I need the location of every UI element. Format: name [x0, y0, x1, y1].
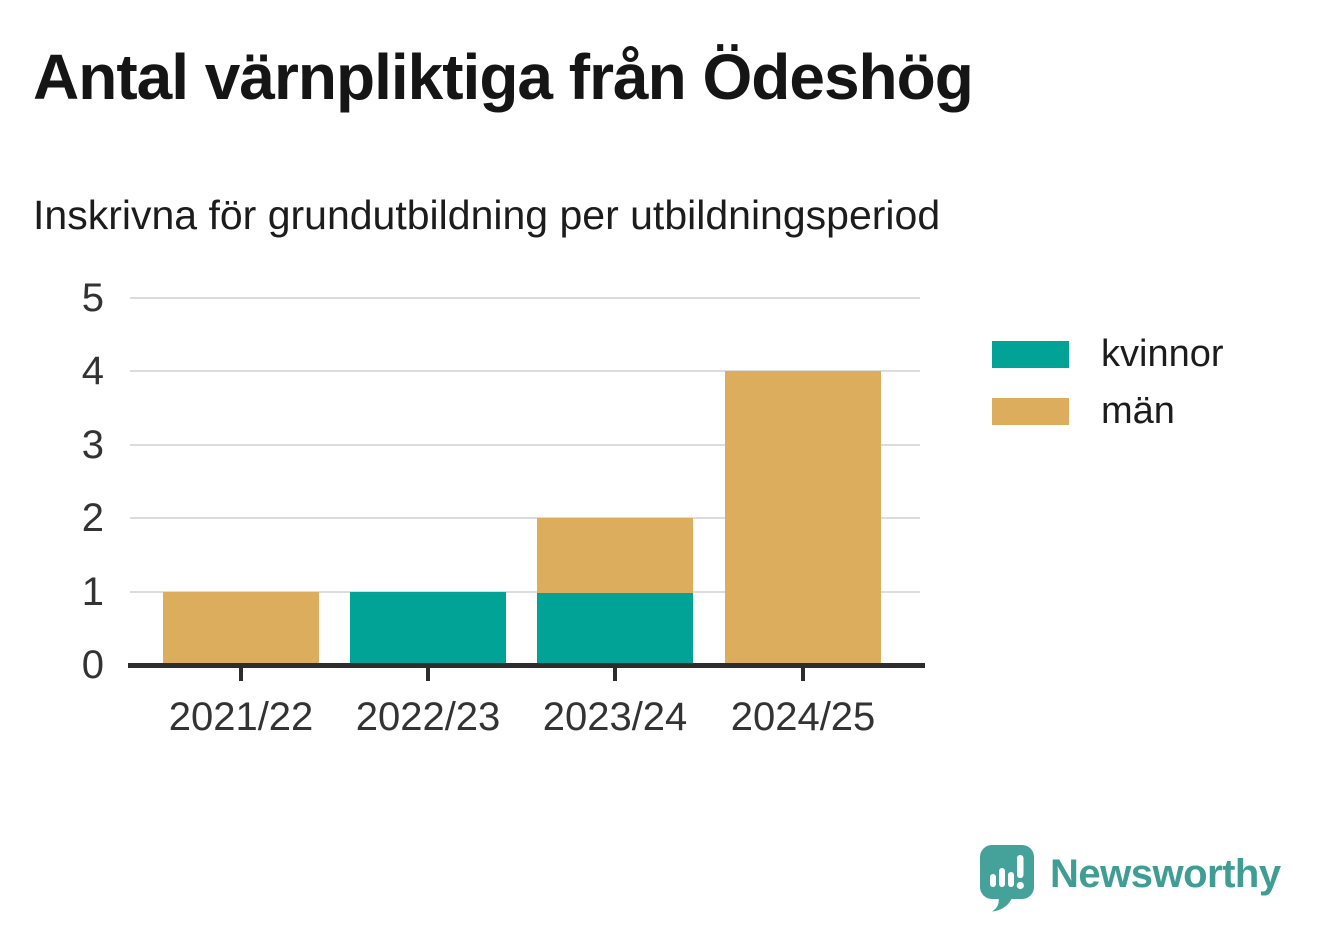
- x-axis-tick: [613, 668, 617, 681]
- bar-segment-män-2024/25: [725, 371, 881, 666]
- x-axis-tick: [801, 668, 805, 681]
- y-axis-tick-label: 5: [81, 276, 104, 320]
- bar-segment-män-2023/24: [537, 518, 693, 593]
- gridline-y3: [130, 443, 920, 446]
- bar-segment-kvinnor-2023/24: [537, 591, 693, 666]
- gridline-y1: [130, 590, 920, 593]
- gridline-y4: [130, 370, 920, 373]
- legend-row-kvinnor: kvinnor: [992, 333, 1224, 375]
- x-axis-tick-label: 2022/23: [355, 695, 501, 739]
- gridline-y2: [130, 517, 920, 520]
- y-axis-tick-label: 2: [81, 496, 104, 541]
- x-axis-line: [128, 663, 925, 668]
- gridline-y5: [130, 297, 920, 299]
- x-axis-tick-label: 2021/22: [168, 695, 314, 739]
- newsworthy-logo-icon: [980, 845, 1034, 912]
- x-axis-tick: [426, 668, 430, 681]
- newsworthy-logo-text: Newsworthy: [1050, 851, 1281, 896]
- legend-swatch-män: [992, 398, 1069, 425]
- y-axis-tick-label: 3: [81, 422, 104, 467]
- y-axis-tick-label: 1: [81, 569, 104, 614]
- y-axis-tick-label: 0: [81, 643, 104, 687]
- legend: kvinnor män: [992, 333, 1224, 432]
- legend-label-män: män: [1101, 390, 1175, 432]
- legend-row-män: män: [992, 390, 1224, 432]
- x-axis-tick-label: 2024/25: [730, 695, 876, 739]
- legend-label-kvinnor: kvinnor: [1101, 333, 1224, 375]
- newsworthy-logo: Newsworthy: [977, 843, 1281, 913]
- bar-segment-män-2021/22: [163, 591, 319, 666]
- legend-swatch-kvinnor: [992, 341, 1069, 368]
- y-axis-tick-label: 4: [81, 349, 104, 394]
- chart-title: Antal värnpliktiga från Ödeshög: [33, 41, 974, 113]
- x-axis-tick-label: 2023/24: [542, 695, 688, 739]
- bar-segment-kvinnor-2022/23: [350, 591, 506, 666]
- chart-subtitle: Inskrivna för grundutbildning per utbild…: [33, 192, 941, 238]
- x-axis-tick: [239, 668, 243, 681]
